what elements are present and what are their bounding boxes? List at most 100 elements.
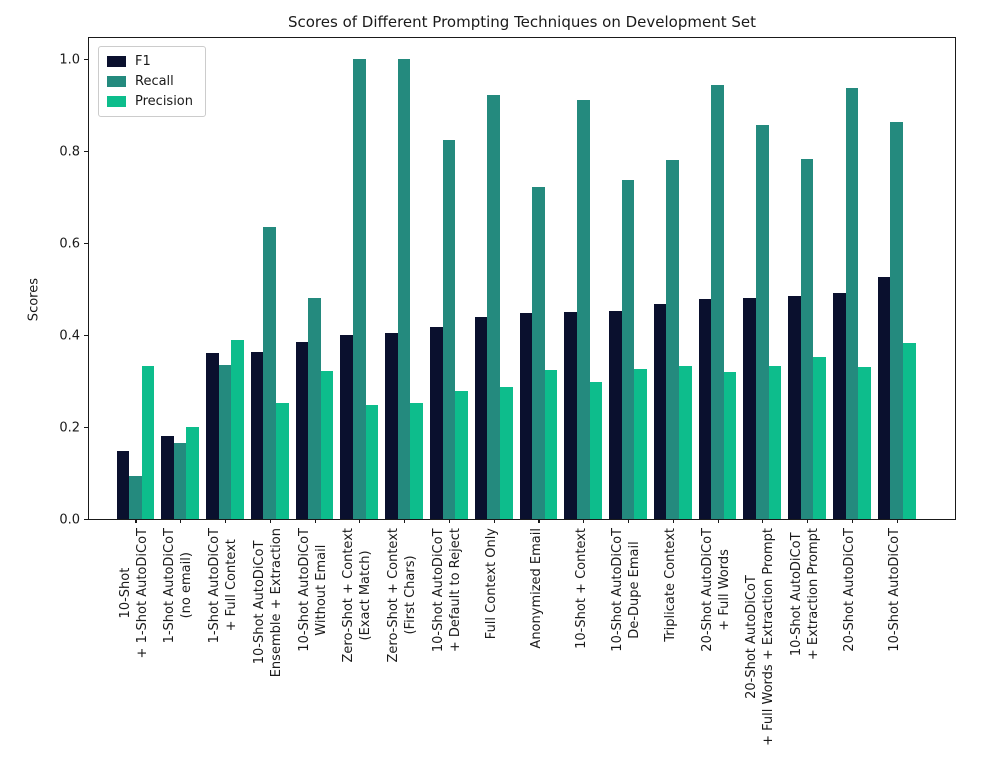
recall-bar (532, 186, 545, 519)
f1-bar (474, 316, 488, 519)
x-tick (180, 519, 182, 523)
f1-bar (833, 292, 846, 519)
x-label-cell: 1-Shot AutoDiCoT (no email) (157, 528, 202, 746)
precision-bar (858, 366, 871, 519)
x-tick (314, 519, 316, 523)
f1-bar (788, 295, 801, 519)
y-tick (84, 243, 89, 245)
precision-bar (365, 404, 379, 519)
x-tick (896, 519, 898, 523)
x-tick-label: 20-Shot AutoDiCoT (842, 528, 858, 652)
precision-bar (902, 343, 916, 519)
x-label-cell: Triplicate Context (649, 528, 694, 746)
plot-area: F1 Recall Precision 0.0 0.2 0.4 0.6 0.8 1.0 (59, 37, 956, 527)
x-tick-label: 10-Shot AutoDiCoT Without Email (296, 528, 329, 652)
recall-bar (442, 139, 456, 519)
bar-group (606, 38, 651, 519)
precision-bar (723, 371, 737, 519)
precision-bar (410, 403, 423, 519)
recall-bar (353, 59, 366, 519)
bar-group (337, 38, 382, 519)
f1-swatch-icon (107, 56, 126, 67)
x-label-cell: 20-Shot AutoDiCoT (829, 528, 874, 746)
x-label-cell: Full Context Only (470, 528, 515, 746)
x-tick (359, 519, 361, 523)
precision-bar (634, 369, 647, 519)
x-tick-label: Zero-Shot + Context (Exact Match) (341, 528, 374, 663)
precision-bar (141, 366, 155, 519)
f1-bar (743, 298, 757, 519)
x-tick-label: 10-Shot AutoDiCoT Ensemble + Extraction (251, 528, 284, 678)
x-label-cell: 10-Shot AutoDiCoT (873, 528, 918, 746)
x-axis-labels: 10-Shot + 1-Shot AutoDiCoT 1-Shot AutoDiC… (112, 528, 918, 746)
x-tick-label: 10-Shot AutoDiCoT De-Dupe Email (610, 528, 642, 652)
x-label-cell: 10-Shot AutoDiCoT De-Dupe Email (605, 528, 650, 746)
bar-group (471, 38, 516, 519)
x-tick-label: 1-Shot AutoDiCoT (no email) (162, 528, 195, 644)
x-tick (269, 519, 271, 523)
bar-group (516, 38, 561, 519)
x-label-cell: 10-Shot AutoDiCoT Ensemble + Extraction (246, 528, 291, 746)
recall-bar (845, 87, 859, 519)
bar-group (203, 38, 248, 519)
f1-bar (161, 436, 174, 519)
bar-group (695, 38, 740, 519)
x-tick (807, 519, 809, 523)
x-label-cell: 20-Shot AutoDiCoT + Full Words + Extract… (739, 528, 784, 746)
x-label-cell: 10-Shot AutoDiCoT + Extraction Prompt (784, 528, 829, 746)
x-tick (717, 519, 719, 523)
recall-bar (173, 443, 187, 519)
bar-group (740, 38, 785, 519)
precision-bar (455, 390, 468, 519)
recall-bar (218, 365, 232, 519)
bar-group (874, 38, 919, 519)
x-tick (135, 519, 137, 523)
x-tick-label: 10-Shot AutoDiCoT (887, 528, 903, 652)
precision-bar (589, 381, 603, 519)
x-label-cell: Anonymized Email (515, 528, 560, 746)
recall-bar (800, 159, 814, 519)
f1-bar (385, 333, 398, 519)
y-tick-label: 0.6 (59, 236, 80, 252)
f1-bar (340, 335, 353, 519)
bar-group (247, 38, 292, 519)
precision-bar (231, 340, 244, 519)
recall-bar (756, 124, 769, 519)
legend-entry-recall: Recall (107, 74, 193, 89)
recall-bar (621, 179, 635, 519)
legend-entry-precision: Precision (107, 94, 193, 109)
bar-group (158, 38, 203, 519)
x-tick (493, 519, 495, 523)
legend: F1 Recall Precision (98, 46, 207, 117)
x-tick (762, 519, 764, 523)
recall-bar (263, 226, 277, 519)
precision-bar (276, 402, 289, 519)
x-tick-label: 10-Shot AutoDiCoT + Default to Reject (430, 528, 463, 653)
recall-bar (308, 298, 321, 519)
x-tick (404, 519, 406, 523)
x-label-cell: 20-Shot AutoDiCoT + Full Words (694, 528, 739, 746)
x-tick (627, 519, 630, 523)
y-tick-label: 0.4 (59, 328, 80, 344)
x-label-cell: 1-Shot AutoDiCoT + Full Context (202, 528, 247, 746)
y-tick-label: 0.2 (59, 420, 80, 436)
recall-bar (576, 100, 590, 519)
x-tick-label: 1-Shot AutoDiCoT + Full Context (207, 528, 239, 644)
recall-bar (397, 59, 411, 519)
chart-title: Scores of Different Prompting Techniques… (287, 13, 757, 31)
recall-bar (129, 475, 142, 519)
f1-bar (698, 298, 712, 519)
y-axis-label: Scores (26, 278, 42, 322)
bars-layer (113, 38, 919, 519)
x-label-cell: Zero-Shot + Context (First Chars) (381, 528, 426, 746)
bar-group (382, 38, 427, 519)
f1-bar (564, 312, 577, 519)
y-tick (84, 519, 89, 521)
f1-bar (653, 304, 667, 519)
precision-bar (679, 365, 692, 519)
f1-bar (206, 353, 219, 519)
y-tick (84, 335, 89, 337)
precision-bar (320, 370, 334, 519)
x-tick-label: Anonymized Email (528, 528, 544, 649)
